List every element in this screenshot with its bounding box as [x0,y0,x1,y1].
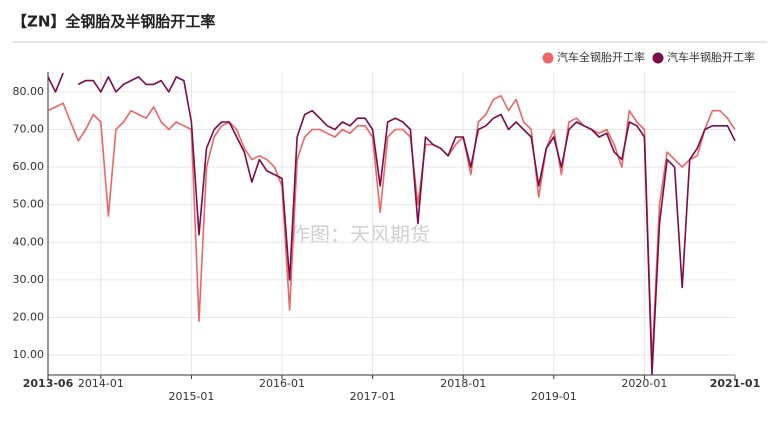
y-tick-label: 10.00 [13,348,45,361]
x-tick-label: 2015-01 [168,390,214,403]
y-tick-label: 80.00 [13,85,45,98]
legend-swatch [542,52,554,64]
legend-label: 汽车全钢胎开工率 [557,50,645,64]
x-tick-label: 2014-01 [78,377,124,390]
y-tick-label: 20.00 [13,310,45,323]
series-line [47,94,736,364]
x-tick-label: 2021-01 [710,377,761,390]
y-tick-label: 40.00 [13,235,45,248]
y-tick-label: 50.00 [13,198,45,211]
x-tick-label: 2017-01 [350,390,396,403]
y-tick-label: 60.00 [13,160,45,173]
series-line [47,72,736,375]
legend-label: 汽车半钢胎开工率 [667,50,755,64]
x-tick-label: 2013-06 [23,377,74,390]
x-tick-label: 2020-01 [621,377,667,390]
legend-swatch [652,52,664,64]
watermark: 作图：天风期货 [290,223,430,247]
x-tick-label: 2018-01 [440,377,486,390]
y-tick-label: 70.00 [13,123,45,136]
x-tick-label: 2019-01 [531,390,577,403]
x-tick-label: 2016-01 [259,377,305,390]
chart-title: 【ZN】全钢胎及半钢胎开工率 [12,13,215,31]
y-tick-label: 30.00 [13,273,45,286]
